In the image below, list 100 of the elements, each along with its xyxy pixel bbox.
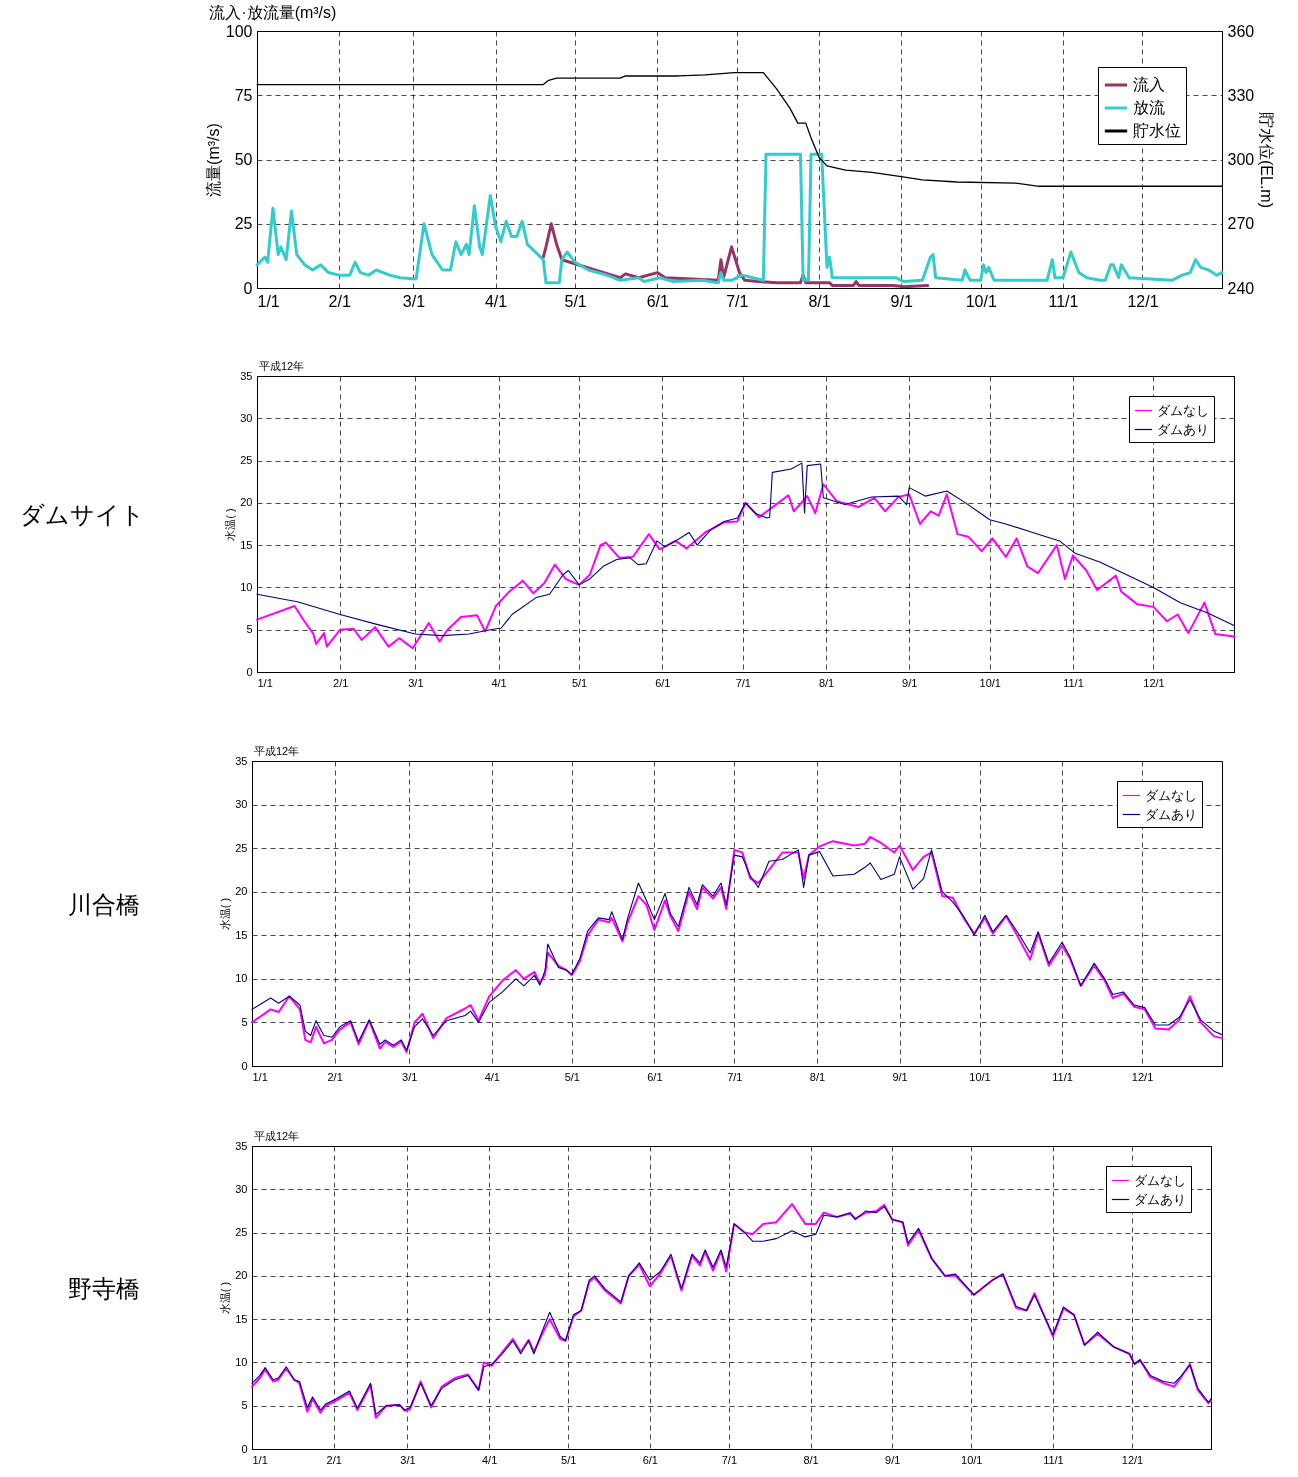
x-tick-label: 1/1	[257, 292, 280, 310]
x-tick-label: 9/1	[890, 292, 913, 310]
x-tick-label: 2/1	[326, 1453, 342, 1466]
text: 平成12年	[259, 360, 305, 372]
x-tick-label: 8/1	[808, 292, 831, 310]
x-tick-label: 11/1	[1048, 292, 1079, 310]
x-tick-label: 8/1	[809, 1070, 826, 1083]
chart-title: 流入·放流量(m³/s)	[209, 4, 337, 21]
x-tick-label: 10/1	[965, 292, 997, 310]
x-tick-label: 3/1	[402, 292, 426, 310]
x-tick-label: 9/1	[892, 1070, 908, 1083]
text: 野寺橋	[68, 1274, 140, 1302]
legend-label: ダムなし	[1157, 402, 1209, 418]
x-tick-label: 11/1	[1043, 1453, 1064, 1466]
text: 川合橋	[68, 890, 140, 918]
y-tick-label: 30	[240, 411, 253, 424]
x-tick-label: 10/1	[961, 1453, 983, 1466]
y-tick-label: 25	[240, 454, 253, 467]
x-tick-label: 6/1	[647, 1070, 663, 1083]
x-tick-label: 11/1	[1052, 1070, 1073, 1083]
legend-label: 放流	[1133, 99, 1165, 116]
y-tick-label: 0	[243, 279, 253, 297]
x-tick-label: 12/1	[1131, 1070, 1154, 1083]
x-tick-label: 9/1	[885, 1453, 901, 1466]
y-tick-label: 10	[235, 972, 248, 985]
x-tick-label: 8/1	[803, 1453, 819, 1466]
x-tick-label: 5/1	[571, 676, 588, 689]
legend-label: ダムあり	[1145, 806, 1197, 822]
y-tick-label: 20	[235, 1269, 248, 1282]
y-tick-label: 15	[240, 538, 253, 551]
y-tick-label: 75	[234, 86, 253, 104]
y-tick-label: 25	[235, 1226, 248, 1239]
y-tick-label: 35	[240, 369, 253, 382]
x-tick-label: 10/1	[969, 1070, 991, 1083]
y-tick-label: 20	[240, 496, 253, 509]
y-tick-label: 0	[241, 1059, 248, 1072]
y-tick-label: 20	[235, 885, 248, 898]
x-tick-label: 8/1	[818, 676, 835, 689]
y-tick-label: 10	[235, 1355, 248, 1368]
y-tick-label: 5	[241, 1015, 248, 1028]
y2-tick-label: 240	[1227, 279, 1255, 297]
legend-label: ダムなし	[1134, 1172, 1186, 1188]
x-tick-label: 5/1	[561, 1453, 577, 1466]
y-tick-label: 100	[225, 22, 253, 40]
x-tick-label: 4/1	[484, 292, 508, 310]
x-tick-label: 12/1	[1121, 1453, 1144, 1466]
y-tick-label: 30	[235, 1182, 248, 1195]
x-tick-label: 2/1	[327, 1070, 343, 1083]
y-tick-label: 35	[235, 754, 248, 767]
y-axis-title: 水温( )	[219, 897, 232, 931]
y-tick-label: 5	[241, 1399, 248, 1412]
y-axis-title: 流量(m³/s)	[204, 123, 222, 197]
text: 平成12年	[254, 1130, 300, 1142]
y-tick-label: 30	[235, 798, 248, 811]
x-tick-label: 2/1	[328, 292, 351, 310]
x-tick-label: 1/1	[252, 1453, 268, 1466]
x-tick-label: 3/1	[402, 1070, 418, 1083]
x-tick-label: 3/1	[400, 1453, 416, 1466]
x-tick-label: 12/1	[1127, 292, 1159, 310]
y2-tick-label: 270	[1227, 215, 1255, 233]
x-tick-label: 5/1	[564, 292, 587, 310]
y-tick-label: 25	[234, 215, 253, 233]
y-tick-label: 50	[234, 151, 253, 168]
x-tick-label: 6/1	[642, 1453, 658, 1466]
y-tick-label: 0	[241, 1442, 248, 1455]
x-tick-label: 6/1	[646, 292, 670, 310]
x-tick-label: 7/1	[727, 1070, 743, 1083]
legend-label: 貯水位	[1133, 122, 1181, 139]
x-tick-label: 7/1	[726, 292, 749, 310]
x-tick-label: 6/1	[655, 676, 671, 689]
y-tick-label: 15	[235, 928, 248, 941]
legend-label: 流入	[1133, 76, 1165, 93]
y-tick-label: 0	[246, 665, 253, 678]
x-tick-label: 1/1	[252, 1070, 268, 1083]
x-tick-label: 1/1	[257, 676, 273, 689]
y-tick-label: 10	[240, 580, 253, 593]
y-tick-label: 15	[235, 1312, 248, 1325]
x-tick-label: 2/1	[333, 676, 349, 689]
text: 平成12年	[254, 745, 300, 757]
y-tick-label: 25	[235, 841, 248, 854]
y-axis-title: 水温( )	[219, 1281, 232, 1315]
x-tick-label: 7/1	[735, 676, 751, 689]
x-tick-label: 3/1	[408, 676, 424, 689]
y-axis-title: 水温( )	[224, 508, 237, 541]
x-tick-label: 9/1	[902, 676, 918, 689]
y2-axis-title: 貯水位(EL.m)	[1258, 112, 1276, 208]
y-tick-label: 35	[235, 1139, 248, 1152]
y-tick-label: 5	[246, 623, 253, 636]
legend-label: ダムあり	[1157, 421, 1209, 437]
x-tick-label: 10/1	[979, 676, 1001, 689]
x-tick-label: 12/1	[1143, 676, 1165, 689]
x-tick-label: 4/1	[491, 676, 507, 689]
x-tick-label: 11/1	[1063, 676, 1084, 689]
x-tick-label: 7/1	[721, 1453, 738, 1466]
legend-label: ダムなし	[1145, 787, 1197, 803]
legend-label: ダムあり	[1134, 1191, 1186, 1207]
y2-tick-label: 300	[1227, 151, 1255, 168]
y2-tick-label: 330	[1227, 86, 1255, 104]
x-tick-label: 4/1	[481, 1453, 498, 1466]
text: ダムサイト	[20, 501, 145, 528]
